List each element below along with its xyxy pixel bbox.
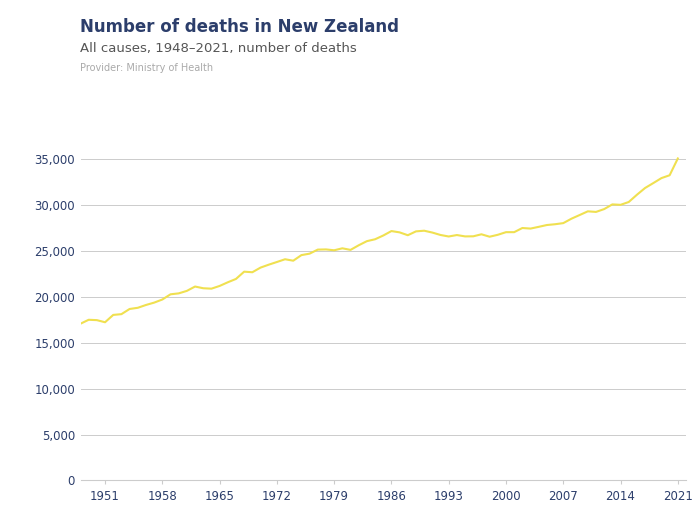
Text: Provider: Ministry of Health: Provider: Ministry of Health xyxy=(80,63,214,73)
Text: figure.nz: figure.nz xyxy=(588,21,662,36)
Text: Number of deaths in New Zealand: Number of deaths in New Zealand xyxy=(80,18,400,36)
Text: All causes, 1948–2021, number of deaths: All causes, 1948–2021, number of deaths xyxy=(80,42,357,55)
